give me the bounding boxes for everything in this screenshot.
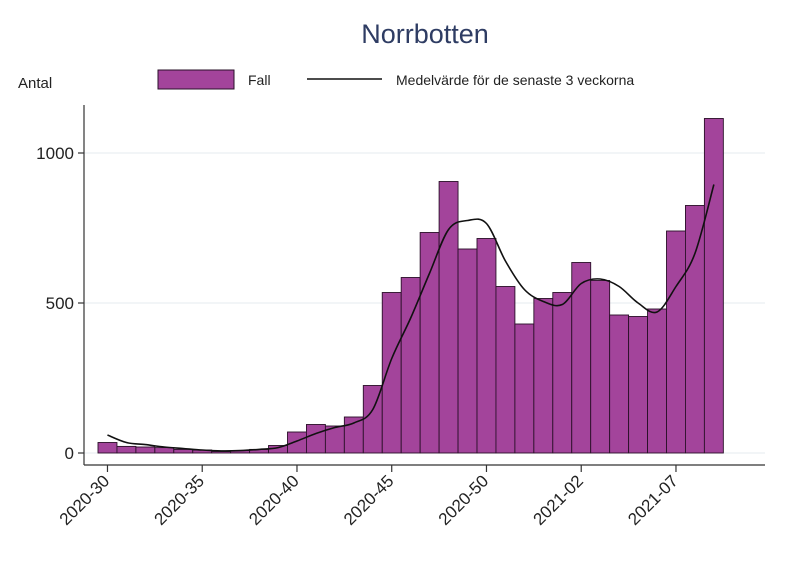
y-tick-label: 500	[46, 294, 74, 313]
bar-2020-48	[438, 181, 459, 454]
bar-2021-08	[685, 205, 705, 454]
bar-2021-07	[666, 230, 686, 454]
chart-title: Norrbotten	[361, 19, 489, 49]
x-tick-label: 2021-07	[624, 471, 682, 529]
x-tick-label: 2020-35	[151, 471, 209, 529]
y-ticks: 0 500 1000	[36, 144, 84, 463]
bar-2020-45	[381, 292, 402, 454]
bar-2020-50	[476, 238, 497, 454]
x-tick-label: 2021-02	[530, 471, 588, 529]
bar-2020-47	[419, 232, 440, 454]
bar-2020-53	[533, 298, 554, 454]
legend-bar-swatch	[157, 69, 235, 90]
bar-2021-06	[647, 308, 667, 454]
x-tick-label: 2020-30	[56, 471, 114, 529]
bar-2020-49	[457, 248, 478, 454]
bar-2020-32	[135, 446, 156, 454]
y-axis-label: Antal	[18, 75, 52, 92]
bar-2021-05	[628, 316, 648, 454]
legend-line-label: Medelvärde för de senaste 3 veckorna	[396, 72, 634, 88]
bar-2020-51	[495, 286, 516, 454]
bar-2020-31	[116, 445, 137, 454]
x-tick-label: 2020-40	[245, 471, 303, 529]
x-tick-label: 2020-45	[340, 471, 398, 529]
bar-2020-33	[154, 447, 175, 454]
legend-bar-label: Fall	[248, 72, 271, 88]
bar-2020-52	[514, 323, 535, 454]
bar-2020-34	[173, 448, 194, 454]
y-tick-label: 0	[65, 444, 74, 463]
bars	[97, 118, 724, 454]
x-ticks: 2020-30 2020-35 2020-40 2020-45 2020-50 2021-…	[56, 465, 682, 529]
bar-2020-30	[97, 442, 118, 454]
moving-average-path	[107, 184, 715, 452]
y-tick-label: 1000	[36, 144, 74, 163]
bar-2021-03	[590, 280, 611, 454]
legend: Fall Medelvärde för de senaste 3 veckorn…	[157, 69, 634, 90]
bar-2020-40	[287, 431, 307, 454]
bar-2020-36	[211, 451, 232, 454]
bar-2021-09	[703, 118, 724, 454]
bar-2021-04	[609, 314, 630, 454]
axes	[83, 105, 765, 466]
moving-average-line	[107, 184, 715, 452]
x-tick-label: 2020-50	[435, 471, 493, 529]
bar-2021-01	[552, 292, 573, 454]
bar-2020-41	[306, 424, 326, 454]
